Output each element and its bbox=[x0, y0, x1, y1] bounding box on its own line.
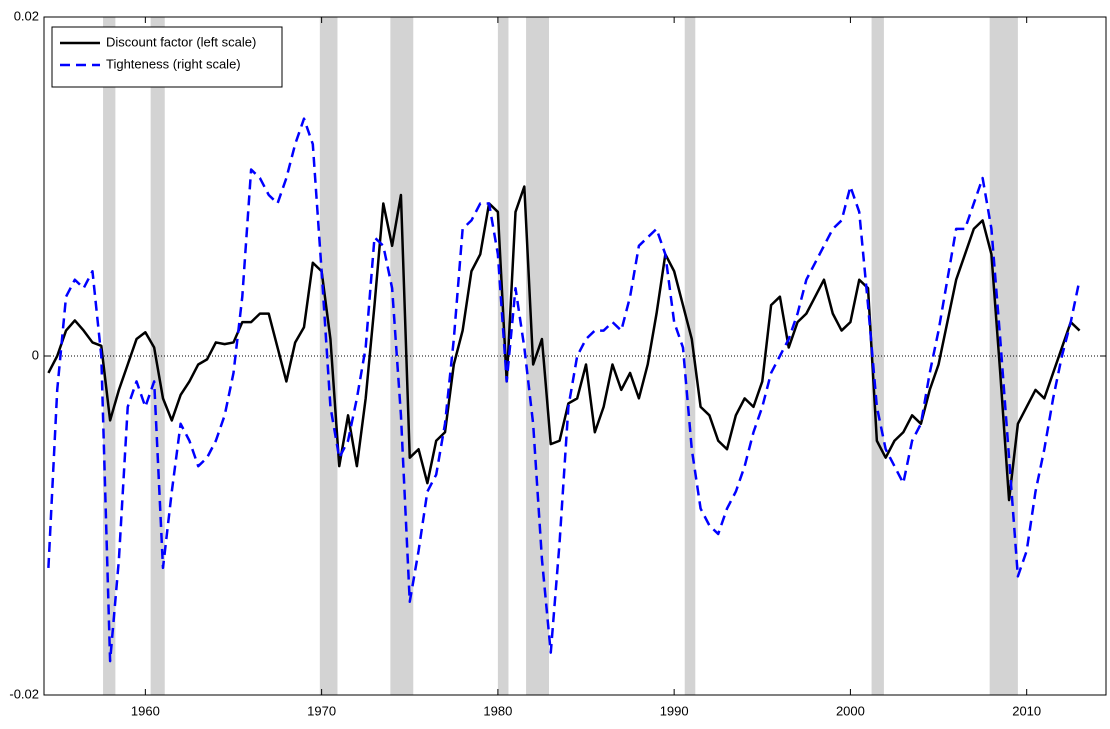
legend-box bbox=[51, 26, 283, 88]
y-tick-label: -0.02 bbox=[9, 686, 39, 701]
recession-band bbox=[526, 17, 550, 695]
series-line bbox=[47, 185, 1081, 502]
legend-label: Discount factor (left scale) bbox=[106, 34, 256, 49]
legend: Discount factor (left scale) Tighteness (… bbox=[51, 26, 283, 88]
plot-frame bbox=[43, 16, 1107, 696]
x-tick-label: 1990 bbox=[660, 703, 689, 718]
x-tick-label: 2010 bbox=[1012, 703, 1041, 718]
x-tick-label: 1970 bbox=[307, 703, 336, 718]
legend-label: Tighteness (right scale) bbox=[106, 56, 241, 71]
recession-band bbox=[319, 17, 338, 695]
y-tick-label: 0 bbox=[32, 347, 39, 362]
series-line bbox=[47, 117, 1081, 663]
x-tick-label: 1980 bbox=[483, 703, 512, 718]
recession-band bbox=[684, 17, 696, 695]
x-tick-label: 2000 bbox=[836, 703, 865, 718]
y-tick-label: 0.02 bbox=[14, 8, 39, 23]
recession-band bbox=[871, 17, 884, 695]
x-tick-label: 1960 bbox=[131, 703, 160, 718]
